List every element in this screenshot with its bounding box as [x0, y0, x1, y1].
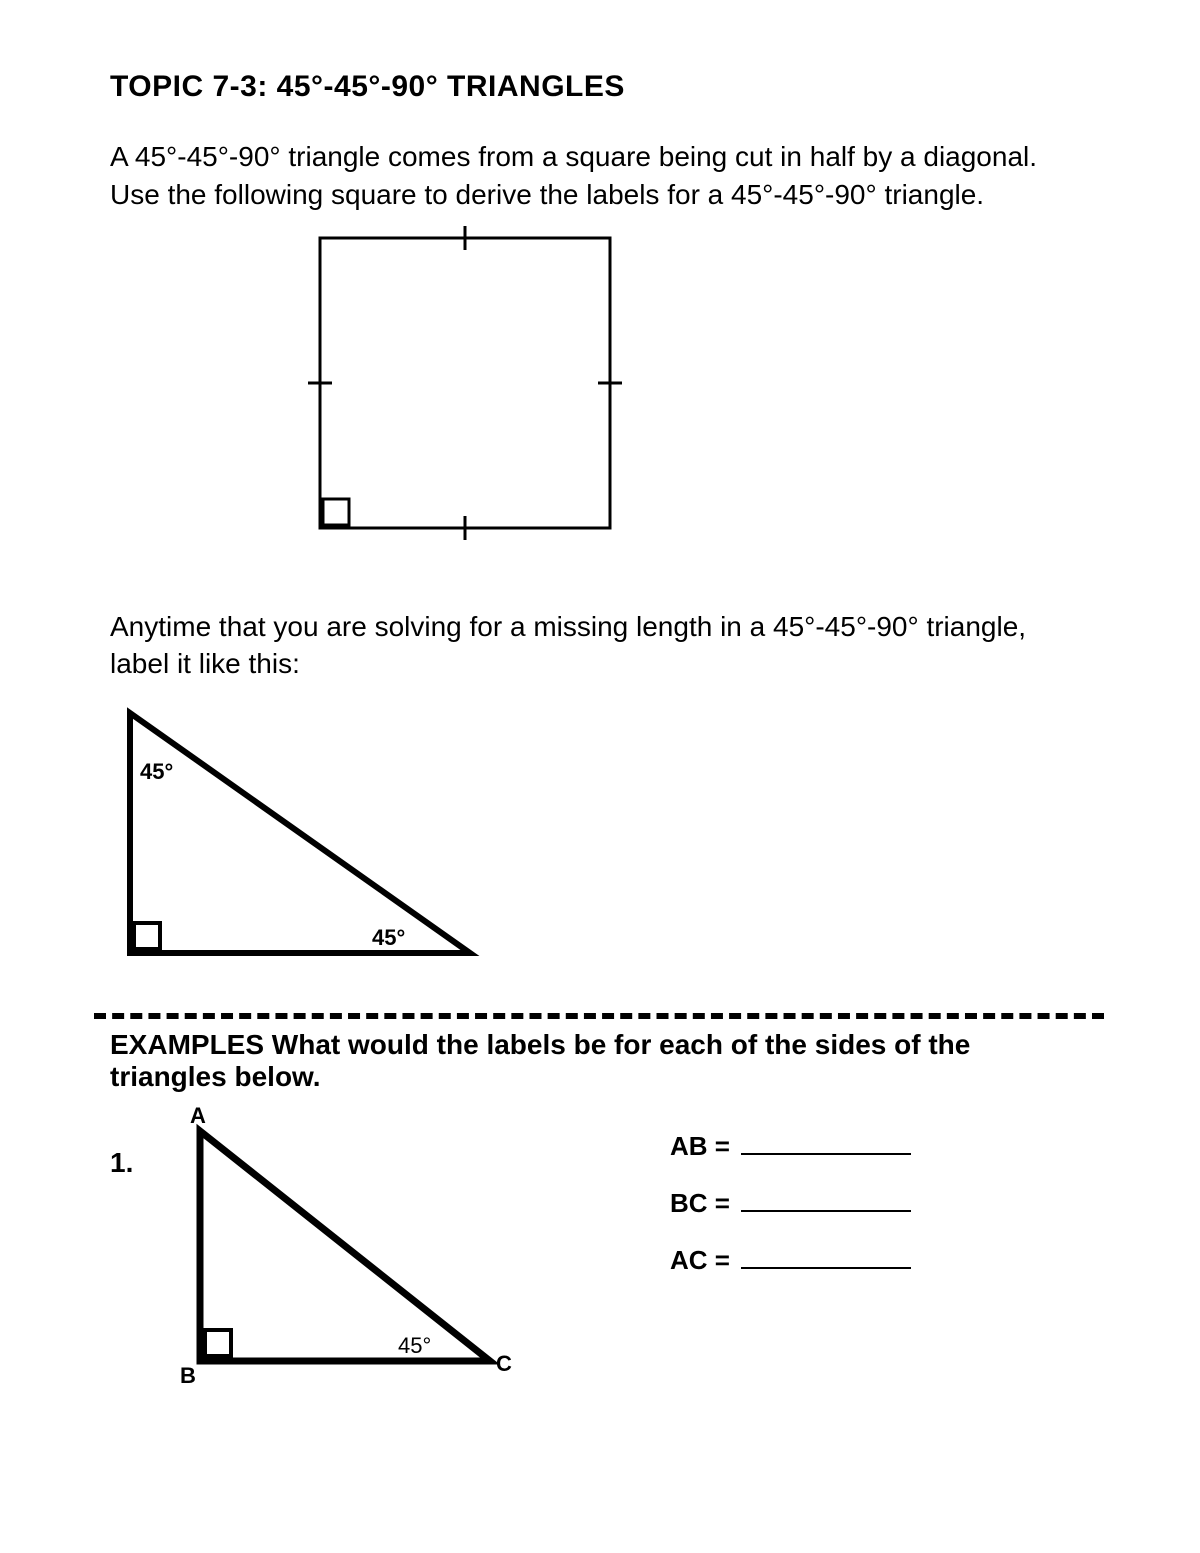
- answer-ac-label: AC =: [670, 1245, 730, 1275]
- answer-ac-blank[interactable]: [741, 1247, 911, 1269]
- example1-triangle: 45° A B C: [150, 1101, 520, 1391]
- labeled-triangle-diagram: 45° 45°: [110, 693, 1090, 973]
- intro-paragraph: A 45°-45°-90° triangle comes from a squa…: [110, 138, 1090, 214]
- example-1: 1. 45° A B C AB = BC =: [110, 1101, 1090, 1391]
- labeled-triangle-svg: 45° 45°: [110, 693, 490, 973]
- vertex-b: B: [180, 1363, 196, 1388]
- answer-bc: BC =: [670, 1188, 911, 1219]
- worksheet-page: TOPIC 7-3: 45°-45°-90° TRIANGLES A 45°-4…: [0, 0, 1200, 1553]
- topic-title: TOPIC 7-3: 45°-45°-90° TRIANGLES: [110, 70, 1090, 104]
- answer-bc-label: BC =: [670, 1188, 730, 1218]
- answer-bc-blank[interactable]: [741, 1190, 911, 1212]
- section-divider: [94, 1013, 1104, 1019]
- example1-answers: AB = BC = AC =: [670, 1131, 911, 1302]
- mid-paragraph: Anytime that you are solving for a missi…: [110, 608, 1090, 684]
- answer-ac: AC =: [670, 1245, 911, 1276]
- angle-45-c: 45°: [398, 1333, 431, 1358]
- answer-ab-label: AB =: [670, 1131, 730, 1161]
- vertex-a: A: [190, 1103, 206, 1128]
- answer-ab-blank[interactable]: [741, 1133, 911, 1155]
- examples-heading: EXAMPLES What would the labels be for ea…: [110, 1029, 1090, 1093]
- example1-triangle-svg: 45° A B C: [150, 1101, 520, 1391]
- angle-label-bottom: 45°: [372, 925, 405, 950]
- example-number: 1.: [110, 1147, 140, 1179]
- square-diagram: [300, 218, 1090, 548]
- answer-ab: AB =: [670, 1131, 911, 1162]
- angle-label-top: 45°: [140, 759, 173, 784]
- vertex-c: C: [496, 1351, 512, 1376]
- square-svg: [300, 218, 630, 548]
